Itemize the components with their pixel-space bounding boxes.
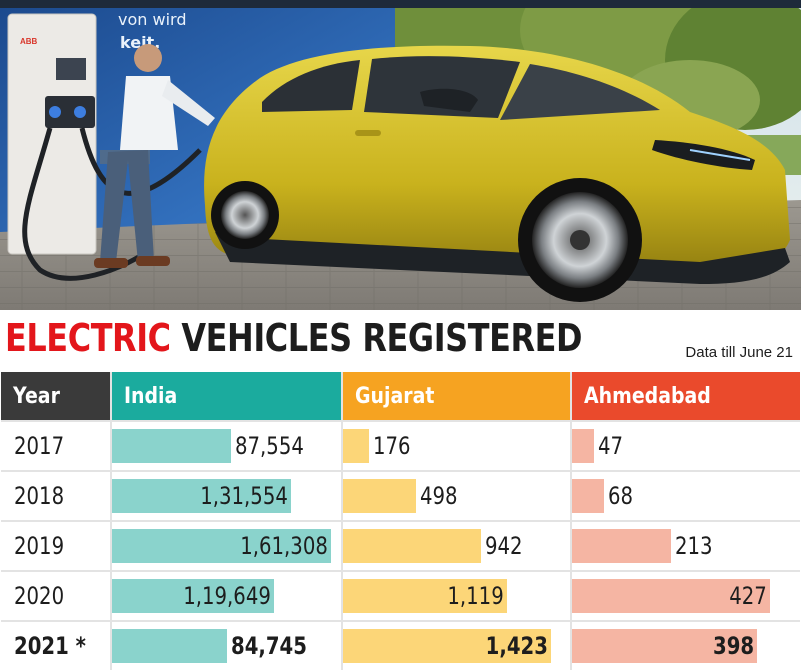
gujarat-value-label: 1,119 [447, 582, 504, 610]
gujarat-value-label: 176 [373, 432, 411, 460]
india-value-label: 1,19,649 [183, 582, 271, 610]
year-cell: 2019 [1, 522, 110, 570]
header-gujarat: Gujarat [343, 372, 570, 420]
ahmedabad-value-label: 398 [712, 632, 754, 660]
ahmedabad-bar [572, 429, 594, 463]
year-cell: 2020 [1, 572, 110, 620]
ahmedabad-value-label: 68 [608, 482, 634, 510]
year-cell: 2017 [1, 422, 110, 470]
ahmedabad-cell: 398 [572, 622, 800, 670]
yellow-electric-car [204, 45, 790, 302]
ev-registration-table: Year India Gujarat Ahmedabad 2017 87,554 1… [1, 372, 800, 670]
year-label: 2021 * [14, 632, 86, 660]
ahmedabad-value-label: 47 [598, 432, 624, 460]
ahmedabad-cell: 47 [572, 422, 800, 470]
year-label: 2020 [14, 582, 65, 610]
charger-brand: ABB [20, 37, 38, 46]
year-cell: 2018 [1, 472, 110, 520]
ahmedabad-value-label: 427 [729, 582, 767, 610]
india-cell: 1,31,554 [112, 472, 341, 520]
india-cell: 1,19,649 [112, 572, 341, 620]
person [94, 44, 215, 268]
india-value-label: 1,61,308 [240, 532, 328, 560]
india-value-label: 84,745 [231, 632, 307, 660]
gujarat-bar [343, 579, 507, 613]
gujarat-cell: 942 [343, 522, 570, 570]
header-ahmedabad: Ahmedabad [572, 372, 800, 420]
ahmedabad-bar [572, 479, 604, 513]
india-cell: 1,61,308 [112, 522, 341, 570]
ahmedabad-cell: 68 [572, 472, 800, 520]
gujarat-cell: 1,119 [343, 572, 570, 620]
india-value-label: 1,31,554 [200, 482, 288, 510]
ahmedabad-value-label: 213 [675, 532, 713, 560]
gujarat-bar [343, 529, 481, 563]
gujarat-value-label: 1,423 [485, 632, 548, 660]
gujarat-bar [343, 479, 416, 513]
year-cell: 2021 * [1, 622, 110, 670]
gujarat-value-label: 942 [485, 532, 523, 560]
year-label: 2017 [14, 432, 65, 460]
india-bar [112, 529, 331, 563]
gujarat-value-label: 498 [420, 482, 458, 510]
india-bar [112, 479, 291, 513]
india-value-label: 87,554 [235, 432, 304, 460]
gujarat-cell: 1,423 [343, 622, 570, 670]
year-label: 2018 [14, 482, 65, 510]
ahmedabad-bar [572, 529, 671, 563]
ev-charging-photo: von wird keit. ABB [0, 0, 801, 310]
gujarat-cell: 176 [343, 422, 570, 470]
gujarat-bar [343, 629, 551, 663]
india-cell: 87,554 [112, 422, 341, 470]
title-part-electric: ELECTRIC [5, 316, 171, 360]
banner-text-line1: von wird [118, 10, 186, 29]
india-cell: 84,745 [112, 622, 341, 670]
chart-subtitle: Data till June 21 [685, 344, 793, 361]
india-bar [112, 629, 227, 663]
india-bar [112, 429, 231, 463]
ahmedabad-cell: 427 [572, 572, 800, 620]
india-bar [112, 579, 274, 613]
ahmedabad-bar [572, 579, 770, 613]
ahmedabad-bar [572, 629, 757, 663]
gujarat-bar [343, 429, 369, 463]
ahmedabad-cell: 213 [572, 522, 800, 570]
chart-title: ELECTRIC VEHICLES REGISTERED [5, 316, 582, 368]
title-part-vehicles-registered: VEHICLES REGISTERED [181, 316, 583, 360]
year-label: 2019 [14, 532, 65, 560]
gujarat-cell: 498 [343, 472, 570, 520]
header-india: India [112, 372, 341, 420]
header-year: Year [1, 372, 110, 420]
